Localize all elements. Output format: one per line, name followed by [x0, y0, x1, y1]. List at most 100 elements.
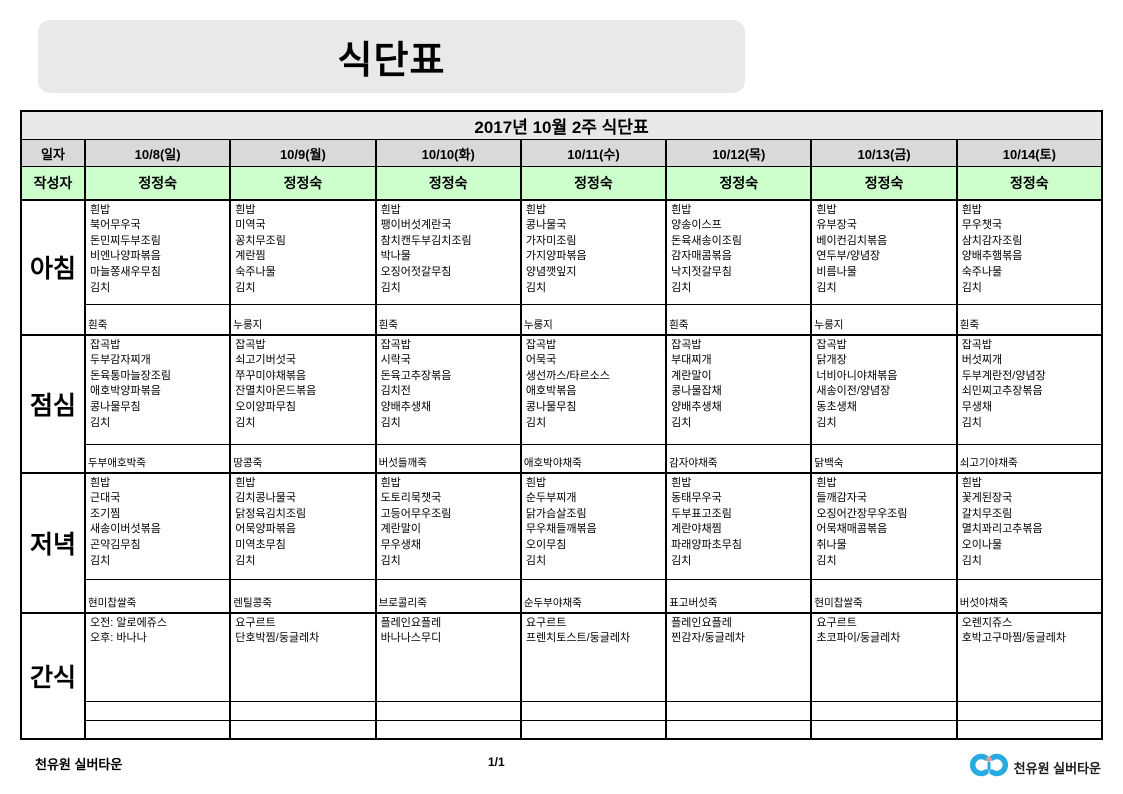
- menu-cell: 흰밥 도토리묵챗국 고등어무우조림 계란말이 무우생채 김치: [374, 471, 522, 580]
- dinner-porridge-row: 현미찹쌀죽 렌틸콩죽 브로콜리죽 순두부야채죽 표고버섯죽 현미찹쌀죽 버섯야채…: [21, 579, 1104, 613]
- porridge-cell: 애호박야채죽: [519, 444, 668, 473]
- date-row: 일자 10/8(일) 10/9(월) 10/10(화) 10/11(수) 10/…: [20, 139, 1104, 167]
- meal-label-lunch: 점심: [20, 333, 86, 473]
- menu-cell: 흰밥 근대국 조기찜 새송이버섯볶음 곤약김무침 김치: [83, 471, 232, 580]
- menu-cell: 흰밥 김치콩나물국 닭정육김치조림 어묵양파볶음 미역초무침 김치: [229, 471, 377, 580]
- empty-cell: [229, 720, 377, 739]
- menu-cell: 흰밥 미역국 꽁치무조림 계란찜 숙주나물 김치: [229, 198, 377, 305]
- porridge-cell: 버섯들깨죽: [374, 444, 522, 473]
- footer-brand: 천유원 실버타운: [968, 750, 1101, 785]
- menu-cell: 플레인요플레 찐감자/둥글레차: [665, 611, 813, 702]
- date-header-cell: 10/8(일): [83, 139, 232, 167]
- author-cell: 정정숙: [83, 166, 232, 200]
- porridge-cell: 표고버섯죽: [665, 579, 813, 613]
- porridge-cell: [83, 701, 232, 721]
- title-banner: 식단표: [38, 20, 745, 93]
- dinner-row: 저녁 흰밥 근대국 조기찜 새송이버섯볶음 곤약김무침 김치 흰밥 김치콩나물국…: [20, 471, 1104, 613]
- menu-cell: 요구르트 프렌치토스트/둥글레차: [519, 611, 668, 702]
- porridge-cell: [374, 701, 522, 721]
- porridge-cell: [955, 701, 1104, 721]
- menu-cell: 잡곡밥 시락국 돈육고추장볶음 김치전 양배추생채 김치: [374, 333, 522, 445]
- date-header-cell: 10/10(화): [374, 139, 522, 167]
- empty-cell: [374, 720, 522, 739]
- menu-cell: 흰밥 동태무우국 두부표고조림 계란야채찜 파래양파초무침 김치: [665, 471, 813, 580]
- page-number: 1/1: [488, 755, 505, 769]
- author-cell: 정정숙: [810, 166, 958, 200]
- meal-plan-table: 2017년 10월 2주 식단표 일자 10/8(일) 10/9(월) 10/1…: [20, 110, 1104, 740]
- porridge-cell: 흰죽: [374, 304, 522, 335]
- empty-cell: [955, 720, 1104, 739]
- menu-cell: 잡곡밥 버섯찌개 두부계란전/양념장 쇠민찌고추장볶음 무생채 김치: [955, 333, 1104, 445]
- menu-cell: 잡곡밥 부대찌개 계란말이 콩나물잡채 양배추생채 김치: [665, 333, 813, 445]
- empty-cell: [519, 720, 668, 739]
- author-cell: 정정숙: [229, 166, 377, 200]
- snack-empty-row: [21, 720, 1104, 739]
- porridge-cell: 누룽지: [519, 304, 668, 335]
- porridge-cell: 흰죽: [665, 304, 813, 335]
- porridge-cell: [229, 701, 377, 721]
- menu-cell: 흰밥 콩나물국 가자미조림 가지양파볶음 양념깻잎지 김치: [519, 198, 668, 305]
- page-title: 식단표: [337, 40, 446, 82]
- date-header-cell: 10/11(수): [519, 139, 668, 167]
- snack-empty-row: [21, 701, 1104, 721]
- menu-cell: 오전: 알로에쥬스 오후: 바나나: [83, 611, 232, 702]
- page-footer: 천유원 실버타운 1/1 천유원 실버타운: [0, 748, 1123, 788]
- menu-cell: 요구르트 단호박찜/둥글레차: [229, 611, 377, 702]
- author-cell: 정정숙: [665, 166, 813, 200]
- author-row-label: 작성자: [20, 166, 86, 200]
- empty-cell: [665, 720, 813, 739]
- porridge-cell: 누룽지: [810, 304, 958, 335]
- date-header-cell: 10/13(금): [810, 139, 958, 167]
- lunch-porridge-row: 두부애호박죽 땅콩죽 버섯들깨죽 애호박야채죽 감자야채죽 닭백숙 쇠고기야채죽: [21, 444, 1104, 473]
- date-header-cell: 10/14(토): [955, 139, 1104, 167]
- porridge-cell: 쇠고기야채죽: [955, 444, 1104, 473]
- menu-cell: 잡곡밥 두부감자찌개 돈육통마늘장조림 애호박양파볶음 콩나물무침 김치: [83, 333, 232, 445]
- snack-row: 간식 오전: 알로에쥬스 오후: 바나나 요구르트 단호박찜/둥글레차 플레인요…: [20, 611, 1104, 739]
- menu-cell: 흰밥 들깨감자국 오징어간장무우조림 어묵채매콤볶음 취나물 김치: [810, 471, 958, 580]
- menu-cell: 흰밥 무우챗국 삼치감자조림 양배추햄볶음 숙주나물 김치: [955, 198, 1104, 305]
- footer-facility-name: 천유원 실버타운: [35, 757, 123, 772]
- menu-cell: 잡곡밥 쇠고기버섯국 쭈꾸미야채볶음 잔멸치아몬드볶음 오이양파무침 김치: [229, 333, 377, 445]
- date-header-cell: 10/9(월): [229, 139, 377, 167]
- empty-cell: [810, 720, 958, 739]
- brand-logo-icon: [968, 750, 1010, 785]
- porridge-cell: 흰죽: [955, 304, 1104, 335]
- porridge-cell: 땅콩죽: [229, 444, 377, 473]
- porridge-cell: [665, 701, 813, 721]
- empty-cell: [83, 720, 232, 739]
- porridge-cell: 브로콜리죽: [374, 579, 522, 613]
- porridge-cell: [519, 701, 668, 721]
- menu-cell: 잡곡밥 닭개장 너비아니야채볶음 새송이전/양념장 동초생채 김치: [810, 333, 958, 445]
- date-row-label: 일자: [20, 139, 86, 167]
- menu-cell: 잡곡밥 어묵국 생선까스/타르소스 애호박볶음 콩나물무침 김치: [519, 333, 668, 445]
- menu-cell: 흰밥 꽃게된장국 갈치무조림 멸치꽈리고추볶음 오이나물 김치: [955, 471, 1104, 580]
- author-cell: 정정숙: [374, 166, 522, 200]
- meal-label-snack: 간식: [20, 611, 86, 739]
- menu-cell: 흰밥 유부장국 베이컨김치볶음 연두부/양념장 비름나물 김치: [810, 198, 958, 305]
- table-title: 2017년 10월 2주 식단표: [20, 110, 1103, 140]
- porridge-cell: 현미찹쌀죽: [83, 579, 232, 613]
- author-cell: 정정숙: [519, 166, 668, 200]
- breakfast-row: 아침 흰밥 북어무우국 돈민찌두부조림 비엔나양파볶음 마늘쫑새우무침 김치 흰…: [20, 198, 1104, 335]
- porridge-cell: [810, 701, 958, 721]
- porridge-cell: 순두부야채죽: [519, 579, 668, 613]
- author-cell: 정정숙: [955, 166, 1104, 200]
- meal-label-dinner: 저녁: [20, 471, 86, 613]
- menu-cell: 플레인요플레 바나나스무디: [374, 611, 522, 702]
- menu-cell: 요구르트 초코파이/둥글레차: [810, 611, 958, 702]
- table-header-row: 2017년 10월 2주 식단표: [20, 110, 1103, 140]
- meal-label-breakfast: 아침: [20, 198, 86, 335]
- porridge-cell: 닭백숙: [810, 444, 958, 473]
- porridge-cell: 현미찹쌀죽: [810, 579, 958, 613]
- porridge-cell: 버섯야채죽: [955, 579, 1104, 613]
- author-row: 작성자 정정숙 정정숙 정정숙 정정숙 정정숙 정정숙 정정숙: [20, 166, 1104, 200]
- menu-cell: 흰밥 북어무우국 돈민찌두부조림 비엔나양파볶음 마늘쫑새우무침 김치: [83, 198, 232, 305]
- porridge-cell: 누룽지: [229, 304, 377, 335]
- breakfast-porridge-row: 흰죽 누룽지 흰죽 누룽지 흰죽 누룽지 흰죽: [21, 304, 1104, 335]
- porridge-cell: 렌틸콩죽: [229, 579, 377, 613]
- menu-cell: 흰밥 팽이버섯계란국 참치캔두부김치조림 박나물 오징어젓갈무침 김치: [374, 198, 522, 305]
- menu-cell: 흰밥 순두부찌개 닭가슴살조림 무우채들깨볶음 오이무침 김치: [519, 471, 668, 580]
- porridge-cell: 흰죽: [83, 304, 232, 335]
- menu-cell: 오렌지쥬스 호박고구마찜/둥글레차: [955, 611, 1104, 702]
